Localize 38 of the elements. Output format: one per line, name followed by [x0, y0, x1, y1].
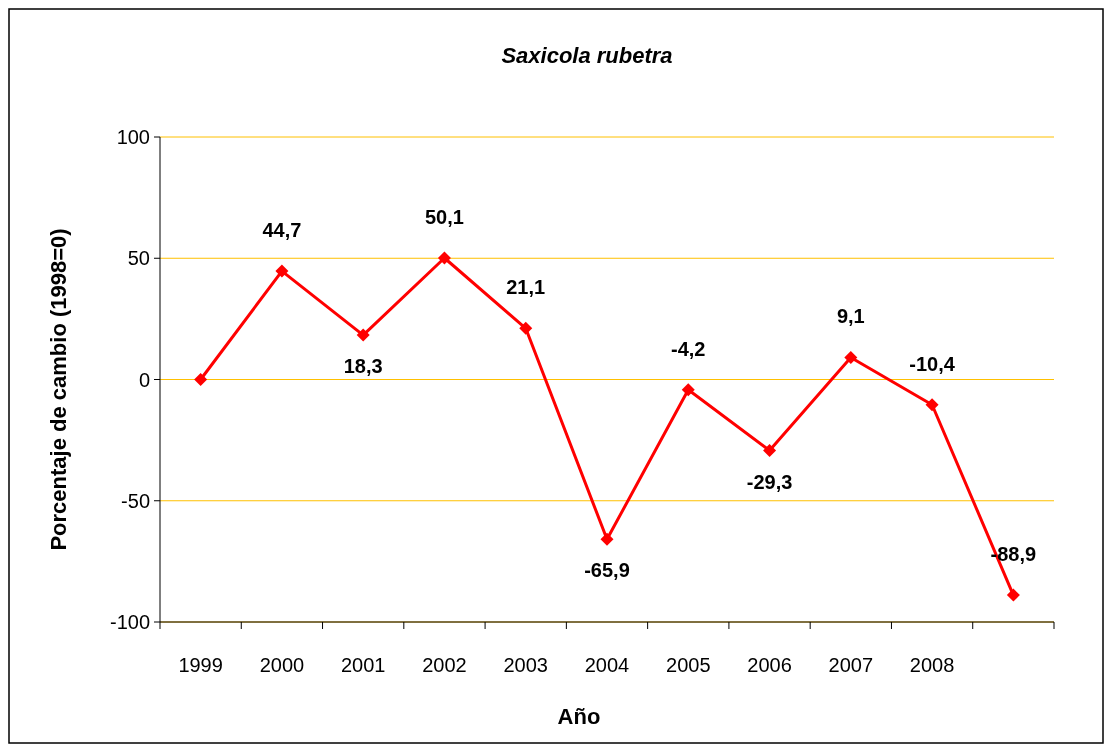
point	[844, 350, 858, 364]
point	[194, 373, 208, 386]
data-label: 50,1	[424, 206, 464, 229]
x-tick-label: 2007	[828, 654, 874, 676]
data-label: 9,1	[836, 305, 865, 328]
x-tick-label: 2002	[422, 654, 467, 676]
y-tick-label: -100	[109, 611, 150, 633]
data-label: 44,7	[262, 219, 302, 242]
x-tick-label: 2005	[666, 654, 711, 676]
data-label: -65,9	[584, 559, 630, 582]
point	[681, 383, 695, 397]
data-label: -29,3	[746, 470, 793, 493]
point	[519, 321, 533, 335]
x-tick-label: 2000	[259, 654, 305, 676]
x-tick-label: 2004	[584, 654, 630, 676]
x-tick-label: 2001	[340, 654, 386, 676]
y-tick-label: 100	[116, 126, 150, 148]
point	[437, 251, 451, 265]
point	[925, 398, 939, 412]
point	[763, 444, 777, 458]
y-tick-label: 0	[138, 368, 150, 391]
point	[356, 328, 370, 342]
x-tick-label: 2006	[747, 654, 792, 676]
data-label: -10,4	[909, 352, 956, 375]
y-axis-title: Porcentaje de cambio (1998=0)	[46, 228, 71, 551]
y-tick-label: 50	[127, 247, 150, 270]
x-axis-title: Año	[557, 704, 601, 729]
data-label: 18,3	[343, 355, 383, 378]
x-tick-label: 2003	[503, 654, 548, 676]
data-label: -4,2	[671, 337, 706, 360]
chart-title: Saxicola rubetra	[501, 43, 673, 68]
point	[1006, 588, 1020, 602]
x-tick-label: 2008	[909, 654, 955, 676]
point	[275, 264, 289, 278]
data-label: 21,1	[506, 276, 546, 299]
x-tick-label: 1999	[178, 654, 223, 676]
y-tick-label: -50	[121, 489, 150, 512]
point	[600, 532, 614, 546]
